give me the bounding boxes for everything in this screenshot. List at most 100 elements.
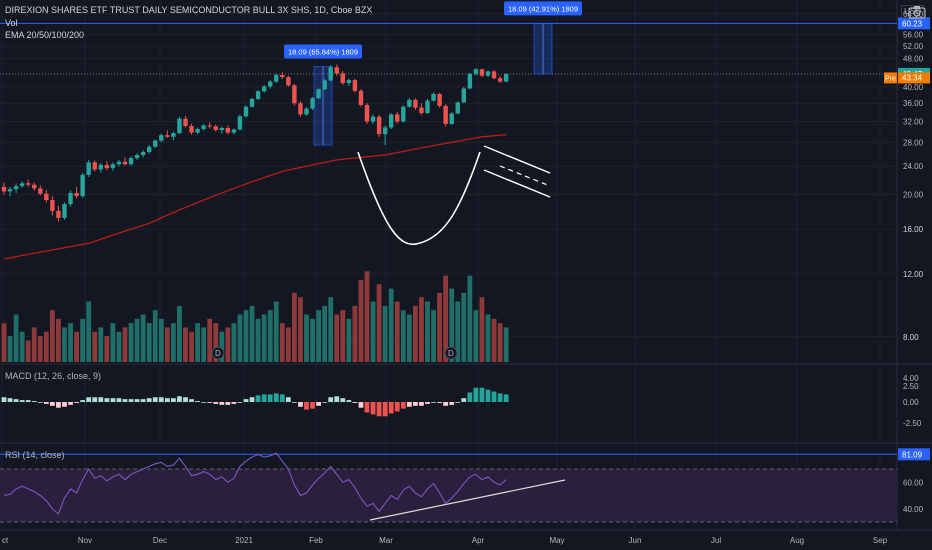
macd-histogram-bar xyxy=(152,397,158,402)
volume-bar xyxy=(364,271,370,362)
macd-histogram-bar xyxy=(104,398,110,402)
price-tick-label: 64.00 xyxy=(903,10,924,19)
macd-histogram-bar xyxy=(231,402,237,404)
candle-body xyxy=(213,126,218,131)
candle-body xyxy=(389,114,394,128)
volume-bar xyxy=(370,301,376,362)
macd-histogram-bar xyxy=(74,402,79,403)
ema-label: EMA 20/50/100/200 xyxy=(5,30,85,40)
candle-body xyxy=(443,105,448,124)
macd-histogram-bar xyxy=(285,397,291,402)
candle-body xyxy=(316,89,321,99)
volume-bar xyxy=(443,275,449,362)
macd-histogram-bar xyxy=(370,402,376,415)
candle-body xyxy=(340,73,345,84)
macd-histogram-bar xyxy=(201,402,207,403)
macd-histogram-bar xyxy=(485,389,491,402)
rsi-tick-label: 81.09 xyxy=(902,450,923,459)
macd-histogram-bar xyxy=(358,402,364,408)
candle-body xyxy=(395,114,400,122)
measure-label-bg xyxy=(284,44,362,59)
candle-body xyxy=(159,135,164,141)
macd-histogram-bar xyxy=(497,393,503,402)
candle-body xyxy=(407,99,412,107)
volume-bar xyxy=(219,331,225,362)
macd-tick-label: -2.50 xyxy=(903,419,922,428)
macd-tick-label: 4.00 xyxy=(903,374,919,383)
macd-histogram-bar xyxy=(461,398,467,402)
candle-body xyxy=(86,162,91,175)
volume-bar xyxy=(231,323,237,362)
candle-body xyxy=(74,192,79,197)
candle-body xyxy=(237,116,243,130)
macd-histogram-bar xyxy=(310,402,315,409)
candle-body xyxy=(497,78,503,82)
price-tick-label: 52.00 xyxy=(903,42,924,51)
candle-body xyxy=(485,71,491,76)
volume-bar xyxy=(491,318,497,362)
volume-bar xyxy=(382,305,388,362)
macd-histogram-bar xyxy=(419,402,424,406)
candle-body xyxy=(286,77,291,86)
camera-icon[interactable] xyxy=(908,5,926,19)
volume-bar xyxy=(334,314,340,362)
macd-histogram-bar xyxy=(19,400,25,402)
volume-bar xyxy=(485,314,491,362)
macd-histogram-bar xyxy=(243,399,249,402)
macd-pane xyxy=(1,387,509,417)
volume-bar xyxy=(340,310,346,362)
volume-bar xyxy=(249,305,255,362)
time-tick-label: ct xyxy=(2,536,9,545)
volume-bar xyxy=(346,318,352,362)
volume-bar xyxy=(467,275,473,362)
macd-histogram-bar xyxy=(195,401,200,402)
candle-body xyxy=(38,188,43,194)
pre-market-tag xyxy=(884,72,897,84)
macd-histogram-bar xyxy=(473,387,479,402)
macd-histogram-bar xyxy=(388,402,394,414)
target-level-badge xyxy=(898,17,930,30)
candle-body xyxy=(261,86,267,92)
volume-bar xyxy=(455,301,461,362)
candles xyxy=(1,64,509,222)
price-tick-label: 32.00 xyxy=(903,118,924,127)
candle-body xyxy=(56,210,61,218)
macd-histogram-bar xyxy=(352,402,358,403)
volume-bar xyxy=(195,323,200,362)
volume-bar xyxy=(237,314,243,362)
volume-bar xyxy=(352,305,358,362)
price-tick-label: 28.00 xyxy=(903,138,924,147)
volume-bar xyxy=(431,310,436,362)
macd-histogram-bar xyxy=(249,397,255,402)
macd-histogram-bar xyxy=(1,397,7,402)
flag-upper-line xyxy=(483,145,551,174)
volume-bar xyxy=(394,301,400,362)
candle-body xyxy=(352,80,358,91)
volume-bar xyxy=(74,331,79,362)
candle-body xyxy=(207,125,212,127)
rsi-level-badge xyxy=(898,448,930,461)
macd-histogram-bar xyxy=(455,402,461,403)
macd-histogram-bar xyxy=(364,402,370,413)
candle-body xyxy=(134,154,140,159)
candle-body xyxy=(80,174,85,197)
time-tick-label: 2021 xyxy=(235,536,253,545)
candle-body xyxy=(401,106,406,122)
candle-body xyxy=(413,99,418,108)
rsi-trendline xyxy=(369,479,566,521)
macd-histogram-bar xyxy=(267,394,273,402)
macd-histogram-bar xyxy=(467,392,473,402)
price-tick-label: 48.00 xyxy=(903,55,924,64)
candle-body xyxy=(32,184,37,189)
candle-body xyxy=(334,67,339,74)
cup-pattern-curve xyxy=(357,151,481,245)
volume-bar xyxy=(134,318,140,362)
volume-bar xyxy=(406,314,412,362)
candle-body xyxy=(98,164,103,170)
time-tick-label: Jun xyxy=(629,536,642,545)
macd-histogram-bar xyxy=(50,402,55,406)
macd-histogram-bar xyxy=(479,387,485,402)
chart-title: DIREXION SHARES ETF TRUST DAILY SEMICOND… xyxy=(5,5,373,15)
